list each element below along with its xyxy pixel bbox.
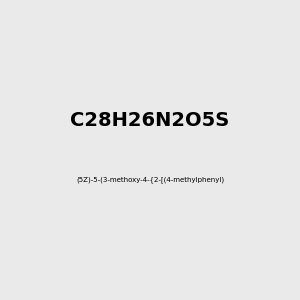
Text: (5Z)-5-(3-methoxy-4-{2-[(4-methylphenyl): (5Z)-5-(3-methoxy-4-{2-[(4-methylphenyl) xyxy=(76,177,224,183)
Text: C28H26N2O5S: C28H26N2O5S xyxy=(70,110,230,130)
